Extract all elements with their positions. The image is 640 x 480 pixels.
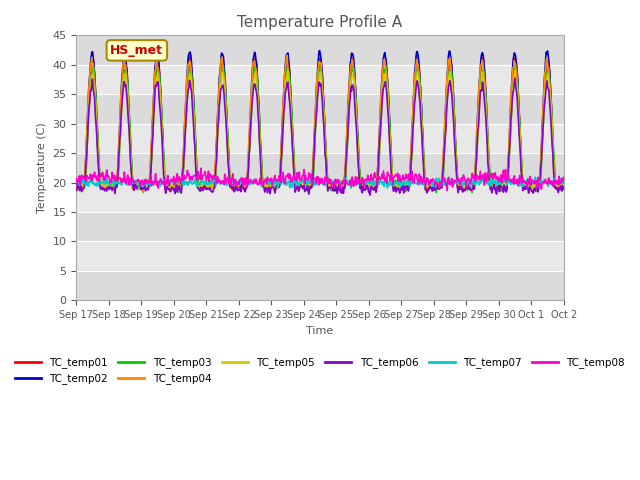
TC_temp04: [139, 189, 147, 194]
Bar: [76, 94, 564, 124]
TC_temp06: [511, 75, 519, 81]
Bar: [76, 212, 564, 241]
TC_temp06: [181, 139, 189, 144]
TC_temp03: [181, 145, 189, 151]
TC_temp02: [394, 182, 402, 188]
TC_temp03: [317, 60, 324, 66]
TC_temp02: [207, 183, 214, 189]
TC_temp08: [394, 170, 401, 176]
Line: TC_temp07: TC_temp07: [76, 177, 564, 188]
TC_temp01: [525, 187, 533, 193]
TC_temp07: [560, 179, 568, 185]
TC_temp04: [72, 185, 80, 191]
Bar: [76, 271, 564, 300]
TC_temp04: [131, 186, 139, 192]
TC_temp01: [72, 182, 80, 188]
TC_temp05: [284, 67, 292, 73]
TC_temp07: [131, 180, 139, 186]
TC_temp07: [81, 180, 89, 185]
Line: TC_temp06: TC_temp06: [76, 78, 564, 195]
TC_temp01: [207, 185, 215, 191]
TC_temp04: [380, 57, 388, 62]
TC_temp06: [380, 84, 387, 90]
TC_temp08: [181, 176, 189, 181]
TC_temp03: [394, 187, 401, 192]
TC_temp04: [394, 180, 402, 186]
TC_temp02: [131, 183, 139, 189]
Line: TC_temp04: TC_temp04: [76, 55, 564, 192]
TC_temp07: [383, 185, 391, 191]
TC_temp06: [207, 188, 214, 193]
TC_temp04: [182, 104, 189, 109]
TC_temp05: [181, 139, 189, 145]
TC_temp03: [207, 178, 214, 183]
Bar: [76, 36, 564, 65]
TC_temp04: [81, 166, 89, 172]
TC_temp01: [186, 53, 193, 59]
TC_temp03: [81, 174, 89, 180]
Line: TC_temp05: TC_temp05: [76, 70, 564, 192]
TC_temp02: [81, 174, 89, 180]
TC_temp05: [72, 187, 80, 193]
Line: TC_temp01: TC_temp01: [76, 56, 564, 190]
TC_temp07: [72, 180, 80, 185]
TC_temp08: [444, 188, 451, 193]
Text: HS_met: HS_met: [110, 44, 163, 57]
Legend: TC_temp01, TC_temp02, TC_temp03, TC_temp04, TC_temp05, TC_temp06, TC_temp07, TC_: TC_temp01, TC_temp02, TC_temp03, TC_temp…: [11, 353, 629, 389]
TC_temp08: [380, 168, 387, 174]
TC_temp05: [380, 79, 387, 84]
TC_temp06: [81, 176, 89, 181]
TC_temp08: [131, 179, 139, 184]
Bar: [76, 153, 564, 182]
TC_temp06: [131, 185, 139, 191]
TC_temp01: [81, 180, 89, 186]
TC_temp06: [560, 186, 568, 192]
TC_temp02: [380, 52, 388, 58]
TC_temp03: [72, 181, 80, 187]
TC_temp02: [560, 181, 568, 187]
Title: Temperature Profile A: Temperature Profile A: [237, 15, 403, 30]
TC_temp05: [81, 177, 89, 182]
TC_temp08: [197, 165, 205, 171]
TC_temp08: [560, 174, 568, 180]
TC_temp02: [181, 120, 189, 125]
Line: TC_temp08: TC_temp08: [76, 168, 564, 191]
Y-axis label: Temperature (C): Temperature (C): [37, 122, 47, 213]
Line: TC_temp02: TC_temp02: [76, 51, 564, 191]
TC_temp02: [72, 182, 80, 188]
Line: TC_temp03: TC_temp03: [76, 63, 564, 192]
TC_temp07: [394, 180, 401, 186]
TC_temp05: [131, 184, 139, 190]
X-axis label: Time: Time: [307, 325, 333, 336]
TC_temp02: [316, 48, 323, 54]
TC_temp01: [131, 182, 139, 188]
TC_temp04: [207, 181, 215, 187]
TC_temp04: [284, 52, 291, 58]
TC_temp07: [181, 182, 189, 188]
TC_temp01: [181, 136, 189, 142]
TC_temp03: [131, 179, 139, 185]
TC_temp05: [394, 184, 401, 190]
TC_temp03: [380, 77, 387, 83]
TC_temp08: [72, 175, 80, 181]
TC_temp07: [207, 179, 214, 185]
TC_temp03: [468, 190, 476, 195]
TC_temp08: [81, 176, 89, 182]
TC_temp06: [366, 192, 374, 198]
TC_temp01: [560, 183, 568, 189]
TC_temp02: [331, 188, 339, 193]
TC_temp04: [560, 183, 568, 189]
TC_temp06: [394, 187, 401, 192]
TC_temp05: [560, 183, 568, 189]
TC_temp07: [379, 179, 387, 184]
TC_temp06: [72, 188, 80, 193]
TC_temp01: [394, 180, 401, 185]
TC_temp05: [461, 189, 469, 194]
TC_temp07: [531, 174, 539, 180]
TC_temp03: [560, 181, 568, 187]
TC_temp05: [207, 182, 214, 188]
TC_temp08: [207, 172, 215, 178]
TC_temp01: [380, 63, 387, 69]
